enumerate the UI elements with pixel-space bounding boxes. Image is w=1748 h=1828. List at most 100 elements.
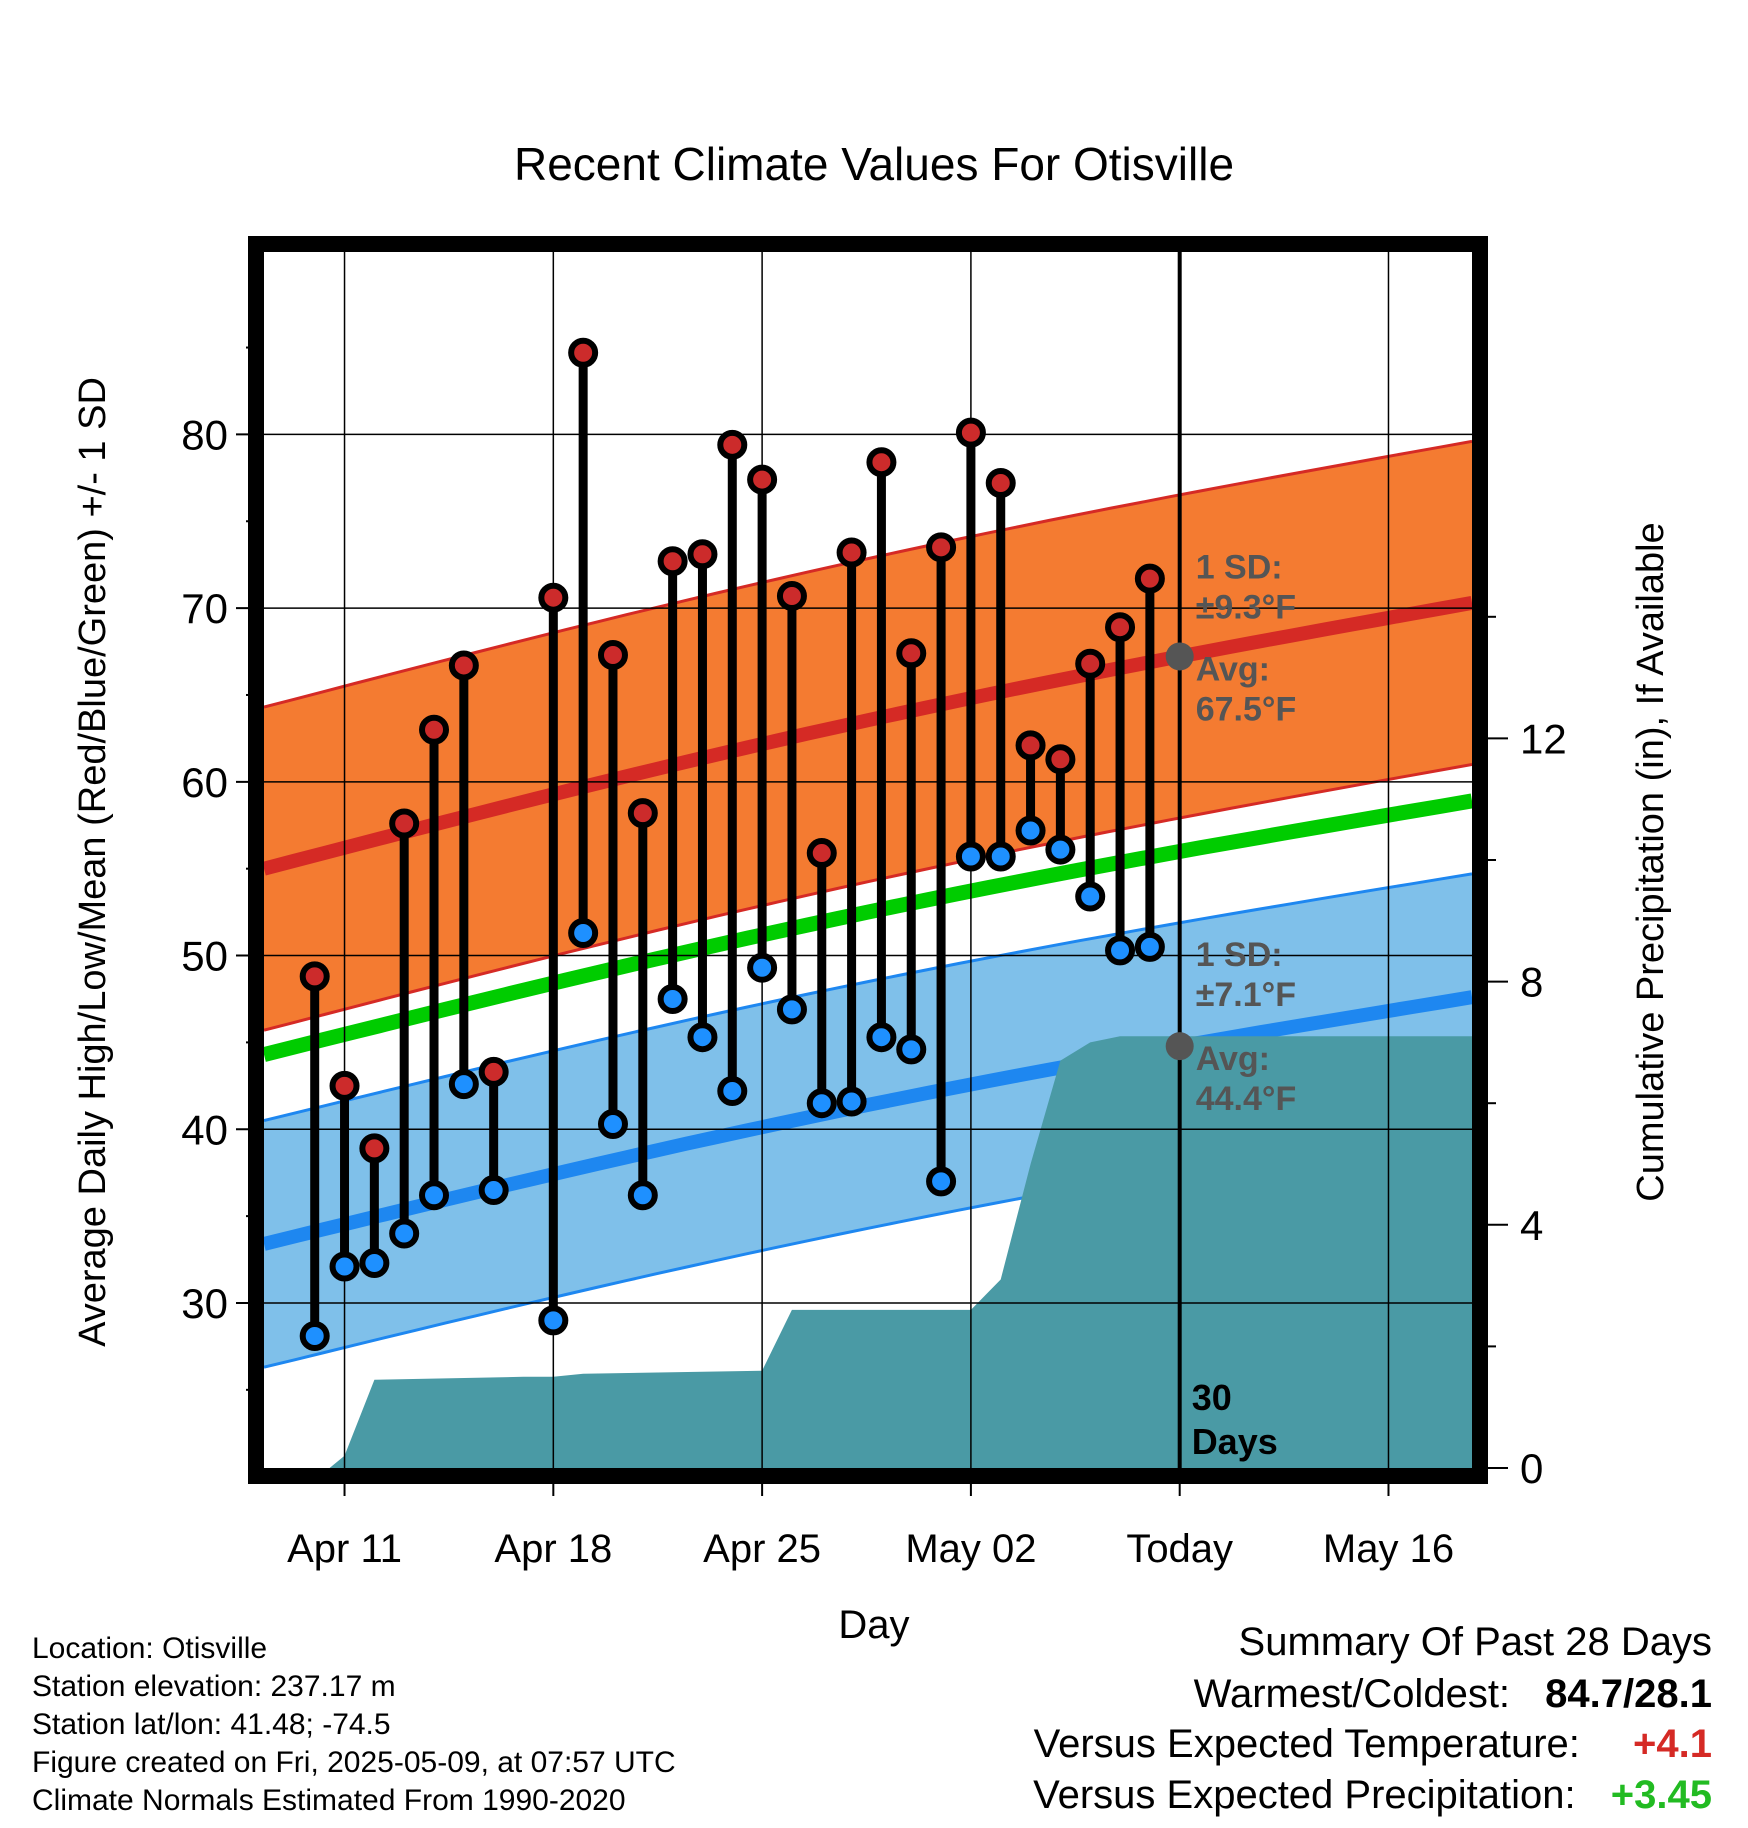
daily-high-point: [478, 1056, 509, 1087]
daily-high-point: [299, 961, 330, 992]
daily-low-point: [538, 1305, 569, 1336]
daily-low-point: [747, 952, 778, 983]
daily-high-point: [329, 1070, 360, 1101]
y2-tick-label: 12: [1520, 715, 1567, 762]
daily-low-point: [329, 1251, 360, 1282]
y-tick-label: 60: [181, 759, 228, 806]
plot-content: 1 SD: ±9.3°F Avg: 67.5°F 1 SD: ±7.1°F Avg: 44.4…: [264, 252, 1472, 1468]
summary-precip-value: +3.45: [1610, 1773, 1712, 1817]
footer-elevation: Station elevation: 237.17 m: [32, 1670, 396, 1703]
low-sd-annotation: 1 SD: ±7.1°F: [1196, 936, 1296, 1014]
daily-low-point: [597, 1109, 628, 1140]
summary-warmest-label: Warmest/Coldest:: [1193, 1672, 1511, 1716]
daily-high-point: [419, 714, 450, 745]
average-low-line: [264, 990, 1472, 1251]
daily-low-point: [1105, 935, 1136, 966]
daily-low-point: [1134, 931, 1165, 962]
footer-created: Figure created on Fri, 2025-05-09, at 07…: [32, 1746, 676, 1779]
today-high-average-marker: [1165, 642, 1194, 671]
daily-high-point: [597, 640, 628, 671]
daily-low-point: [419, 1180, 450, 1211]
summary-warmest-row: Warmest/Coldest: 84.7/28.1: [1194, 1672, 1712, 1717]
daily-low-point: [717, 1076, 748, 1107]
y-tick-label: 80: [181, 411, 228, 458]
daily-high-point: [1075, 648, 1106, 679]
daily-low-point: [627, 1180, 658, 1211]
daily-high-point: [896, 638, 927, 669]
plot-area: 1 SD: ±9.3°F Avg: 67.5°F 1 SD: ±7.1°F Avg: 44.4…: [181, 236, 1567, 1571]
daily-high-point: [1015, 730, 1046, 761]
chart-title: Recent Climate Values For Otisville: [514, 138, 1234, 190]
daily-high-point: [448, 650, 479, 681]
summary-precip-row: Versus Expected Precipitation: +3.45: [1033, 1773, 1712, 1818]
low-avg-annotation: Avg: 44.4°F: [1196, 1040, 1297, 1118]
daily-low-point: [896, 1034, 927, 1065]
y-tick-label: 70: [181, 585, 228, 632]
y-tick-label: 40: [181, 1106, 228, 1153]
footer-location: Location: Otisville: [32, 1632, 268, 1665]
x-tick-label: May 02: [905, 1527, 1036, 1571]
daily-high-point: [747, 464, 778, 495]
days-annotation: 30 Days: [1192, 1377, 1278, 1462]
daily-high-point: [568, 337, 599, 368]
daily-high-point: [359, 1133, 390, 1164]
footer-normals: Climate Normals Estimated From 1990-2020: [32, 1784, 626, 1817]
x-tick-label: Apr 11: [287, 1527, 402, 1571]
daily-high-point: [985, 468, 1016, 499]
daily-high-point: [1134, 563, 1165, 594]
summary-temp-row: Versus Expected Temperature: +4.1: [1034, 1722, 1712, 1767]
summary-precip-label: Versus Expected Precipitation:: [1033, 1773, 1576, 1817]
daily-low-point: [359, 1248, 390, 1279]
footer-latlon: Station lat/lon: 41.48; -74.5: [32, 1708, 391, 1741]
daily-high-point: [955, 417, 986, 448]
precipitation-area: [264, 1036, 1472, 1468]
daily-low-point: [299, 1320, 330, 1351]
daily-low-point: [836, 1086, 867, 1117]
daily-high-point: [806, 838, 837, 869]
daily-low-point: [687, 1022, 718, 1053]
daily-low-point: [926, 1166, 957, 1197]
daily-high-point: [776, 580, 807, 611]
daily-high-point: [657, 546, 688, 577]
daily-high-point: [389, 808, 420, 839]
daily-low-point: [1045, 834, 1076, 865]
daily-low-point: [568, 917, 599, 948]
y2-tick-label: 4: [1520, 1202, 1543, 1249]
summary-warmest-value: 84.7/28.1: [1545, 1672, 1712, 1716]
daily-low-point: [985, 841, 1016, 872]
daily-high-point: [926, 532, 957, 563]
daily-low-point: [1075, 881, 1106, 912]
y2-tick-label: 8: [1520, 959, 1543, 1006]
daily-high-point: [687, 539, 718, 570]
daily-low-point: [776, 994, 807, 1025]
daily-low-point: [866, 1022, 897, 1053]
y-axis-label: Average Daily High/Low/Mean (Red/Blue/Gr…: [72, 377, 114, 1347]
daily-low-point: [657, 983, 688, 1014]
x-tick-label: Apr 25: [703, 1527, 821, 1571]
high-sd-band: [264, 441, 1472, 1031]
low-sd-band: [264, 873, 1472, 1368]
summary-temp-value: +4.1: [1633, 1722, 1712, 1766]
summary-temp-label: Versus Expected Temperature:: [1033, 1722, 1580, 1766]
summary-title: Summary Of Past 28 Days: [1238, 1620, 1712, 1664]
daily-low-point: [1015, 815, 1046, 846]
daily-low-point: [806, 1088, 837, 1119]
y2-tick-label: 0: [1520, 1445, 1543, 1492]
high-avg-annotation: Avg: 67.5°F: [1196, 650, 1297, 728]
daily-high-point: [836, 537, 867, 568]
daily-high-point: [538, 582, 569, 613]
daily-high-point: [1045, 744, 1076, 775]
y2-axis-label: Cumulative Precipitation (in), If Availa…: [1630, 522, 1672, 1201]
y-tick-label: 50: [181, 933, 228, 980]
daily-high-point: [717, 429, 748, 460]
daily-low-point: [955, 841, 986, 872]
y-tick-label: 30: [181, 1280, 228, 1327]
daily-high-point: [1105, 612, 1136, 643]
x-tick-label: Apr 18: [494, 1527, 612, 1571]
daily-high-point: [627, 798, 658, 829]
daily-low-point: [389, 1218, 420, 1249]
daily-low-point: [478, 1175, 509, 1206]
daily-low-point: [448, 1069, 479, 1100]
x-tick-label: Today: [1126, 1527, 1233, 1571]
